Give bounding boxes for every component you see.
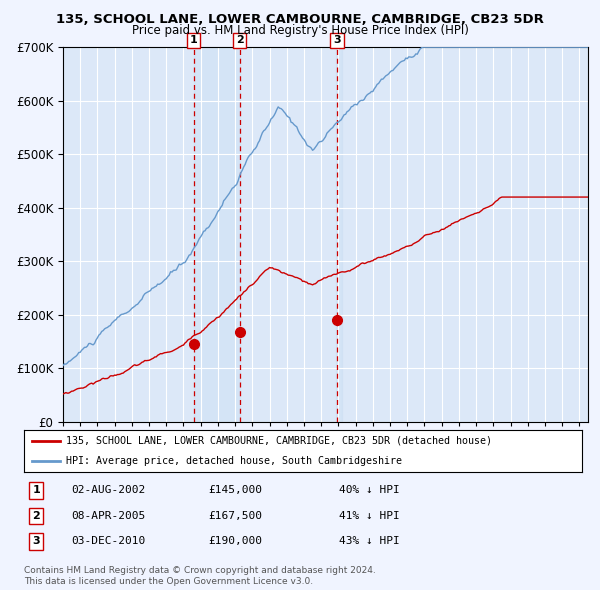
Text: 1: 1: [190, 35, 197, 45]
Text: 3: 3: [32, 536, 40, 546]
Text: 02-AUG-2002: 02-AUG-2002: [71, 486, 146, 496]
Text: 41% ↓ HPI: 41% ↓ HPI: [339, 511, 400, 521]
Text: £190,000: £190,000: [208, 536, 262, 546]
Text: 2: 2: [236, 35, 244, 45]
Text: 03-DEC-2010: 03-DEC-2010: [71, 536, 146, 546]
Text: 135, SCHOOL LANE, LOWER CAMBOURNE, CAMBRIDGE, CB23 5DR (detached house): 135, SCHOOL LANE, LOWER CAMBOURNE, CAMBR…: [66, 436, 492, 446]
Text: 135, SCHOOL LANE, LOWER CAMBOURNE, CAMBRIDGE, CB23 5DR: 135, SCHOOL LANE, LOWER CAMBOURNE, CAMBR…: [56, 13, 544, 26]
Text: HPI: Average price, detached house, South Cambridgeshire: HPI: Average price, detached house, Sout…: [66, 455, 402, 466]
Text: 40% ↓ HPI: 40% ↓ HPI: [339, 486, 400, 496]
Text: £145,000: £145,000: [208, 486, 262, 496]
Text: 43% ↓ HPI: 43% ↓ HPI: [339, 536, 400, 546]
Text: £167,500: £167,500: [208, 511, 262, 521]
Text: 08-APR-2005: 08-APR-2005: [71, 511, 146, 521]
Text: 1: 1: [32, 486, 40, 496]
Text: Contains HM Land Registry data © Crown copyright and database right 2024.
This d: Contains HM Land Registry data © Crown c…: [24, 566, 376, 586]
Bar: [336, 47, 342, 422]
Text: 3: 3: [333, 35, 341, 45]
Text: Price paid vs. HM Land Registry's House Price Index (HPI): Price paid vs. HM Land Registry's House …: [131, 24, 469, 37]
Bar: [194, 47, 240, 422]
Text: 2: 2: [32, 511, 40, 521]
